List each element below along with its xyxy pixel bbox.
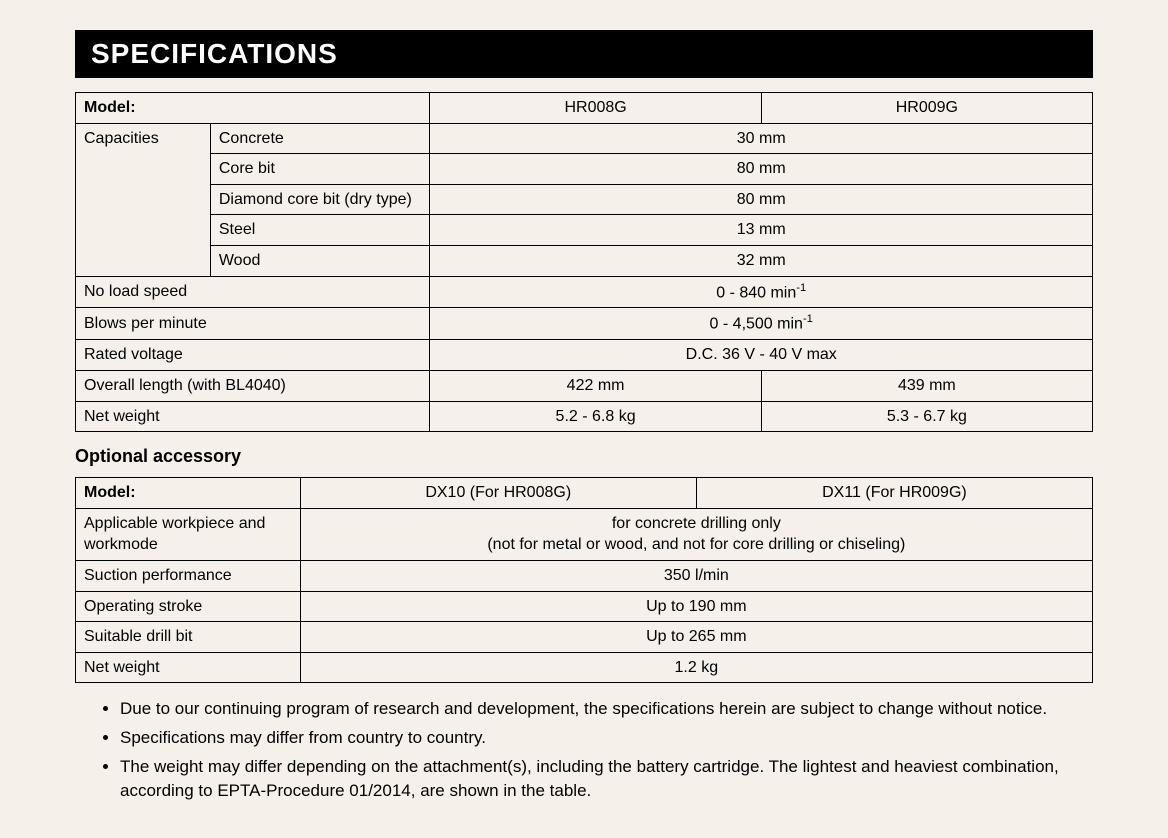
acc-weight-value: 1.2 kg bbox=[300, 652, 1092, 683]
table-row: Suction performance 350 l/min bbox=[76, 560, 1093, 591]
acc-applicable-line2: (not for metal or wood, and not for core… bbox=[487, 536, 905, 553]
row-voltage-label: Rated voltage bbox=[76, 340, 430, 371]
table-row: Net weight 1.2 kg bbox=[76, 652, 1093, 683]
table-row: Core bit 80 mm bbox=[76, 154, 1093, 185]
table-row: Operating stroke Up to 190 mm bbox=[76, 591, 1093, 622]
acc-header-model-a: DX10 (For HR008G) bbox=[300, 478, 696, 509]
row-concrete-label: Concrete bbox=[210, 123, 430, 154]
table-row: Overall length (with BL4040) 422 mm 439 … bbox=[76, 371, 1093, 402]
row-diamond-value: 80 mm bbox=[430, 184, 1093, 215]
capacities-label: Capacities bbox=[76, 123, 211, 276]
section-heading: SPECIFICATIONS bbox=[75, 30, 1093, 78]
acc-stroke-label: Operating stroke bbox=[76, 591, 301, 622]
row-steel-value: 13 mm bbox=[430, 215, 1093, 246]
row-corebit-value: 80 mm bbox=[430, 154, 1093, 185]
table-row: Suitable drill bit Up to 265 mm bbox=[76, 622, 1093, 653]
acc-header-model-b: DX11 (For HR009G) bbox=[696, 478, 1092, 509]
note-item: Due to our continuing program of researc… bbox=[120, 697, 1093, 722]
row-wood-value: 32 mm bbox=[430, 245, 1093, 276]
acc-suction-label: Suction performance bbox=[76, 560, 301, 591]
row-weight-label: Net weight bbox=[76, 401, 430, 432]
acc-drillbit-label: Suitable drill bit bbox=[76, 622, 301, 653]
table-row: Diamond core bit (dry type) 80 mm bbox=[76, 184, 1093, 215]
table-row: Steel 13 mm bbox=[76, 215, 1093, 246]
table-row: Rated voltage D.C. 36 V - 40 V max bbox=[76, 340, 1093, 371]
row-length-b: 439 mm bbox=[761, 371, 1092, 402]
row-noload-value: 0 - 840 min-1 bbox=[430, 276, 1093, 308]
row-concrete-value: 30 mm bbox=[430, 123, 1093, 154]
row-voltage-value: D.C. 36 V - 40 V max bbox=[430, 340, 1093, 371]
table-row: Model: DX10 (For HR008G) DX11 (For HR009… bbox=[76, 478, 1093, 509]
table-row: Model: HR008G HR009G bbox=[76, 93, 1093, 124]
spec-table-main: Model: HR008G HR009G Capacities Concrete… bbox=[75, 92, 1093, 432]
acc-weight-label: Net weight bbox=[76, 652, 301, 683]
acc-applicable-value: for concrete drilling only (not for meta… bbox=[300, 508, 1092, 560]
header-model-label: Model: bbox=[76, 93, 430, 124]
row-weight-a: 5.2 - 6.8 kg bbox=[430, 401, 761, 432]
row-diamond-label: Diamond core bit (dry type) bbox=[210, 184, 430, 215]
table-row: Wood 32 mm bbox=[76, 245, 1093, 276]
row-length-label: Overall length (with BL4040) bbox=[76, 371, 430, 402]
note-item: The weight may differ depending on the a… bbox=[120, 755, 1093, 804]
table-row: Capacities Concrete 30 mm bbox=[76, 123, 1093, 154]
row-steel-label: Steel bbox=[210, 215, 430, 246]
accessory-heading: Optional accessory bbox=[75, 446, 1093, 467]
table-row: Net weight 5.2 - 6.8 kg 5.3 - 6.7 kg bbox=[76, 401, 1093, 432]
acc-applicable-label: Applicable workpiece and workmode bbox=[76, 508, 301, 560]
row-corebit-label: Core bit bbox=[210, 154, 430, 185]
note-item: Specifications may differ from country t… bbox=[120, 726, 1093, 751]
header-model-a: HR008G bbox=[430, 93, 761, 124]
row-wood-label: Wood bbox=[210, 245, 430, 276]
notes-list: Due to our continuing program of researc… bbox=[75, 697, 1093, 804]
row-length-a: 422 mm bbox=[430, 371, 761, 402]
acc-drillbit-value: Up to 265 mm bbox=[300, 622, 1092, 653]
spec-table-accessory: Model: DX10 (For HR008G) DX11 (For HR009… bbox=[75, 477, 1093, 683]
acc-applicable-line1: for concrete drilling only bbox=[612, 515, 781, 532]
acc-suction-value: 350 l/min bbox=[300, 560, 1092, 591]
row-blows-value: 0 - 4,500 min-1 bbox=[430, 308, 1093, 340]
acc-header-model-label: Model: bbox=[76, 478, 301, 509]
row-noload-label: No load speed bbox=[76, 276, 430, 308]
header-model-b: HR009G bbox=[761, 93, 1092, 124]
row-blows-label: Blows per minute bbox=[76, 308, 430, 340]
table-row: No load speed 0 - 840 min-1 bbox=[76, 276, 1093, 308]
table-row: Blows per minute 0 - 4,500 min-1 bbox=[76, 308, 1093, 340]
row-weight-b: 5.3 - 6.7 kg bbox=[761, 401, 1092, 432]
acc-stroke-value: Up to 190 mm bbox=[300, 591, 1092, 622]
table-row: Applicable workpiece and workmode for co… bbox=[76, 508, 1093, 560]
